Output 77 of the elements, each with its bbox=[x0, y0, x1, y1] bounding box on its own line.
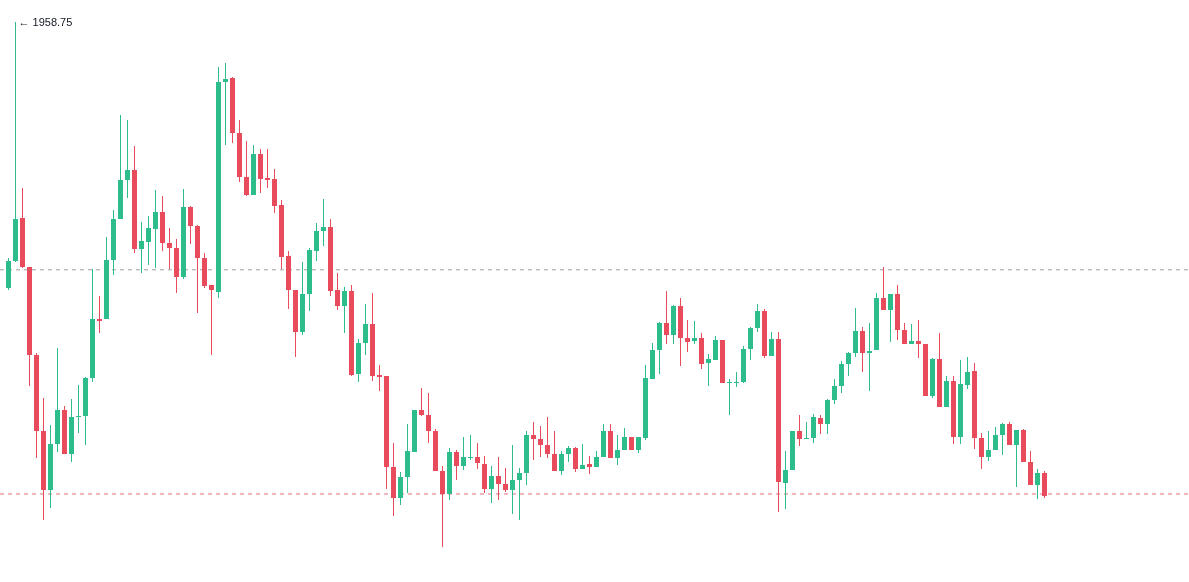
candlestick bbox=[860, 326, 865, 373]
candlestick bbox=[818, 414, 823, 435]
candlestick bbox=[223, 62, 228, 146]
candlestick bbox=[426, 392, 431, 444]
candlestick bbox=[993, 426, 998, 451]
candlestick bbox=[804, 421, 809, 440]
candlestick bbox=[265, 148, 270, 189]
candlestick bbox=[503, 467, 508, 493]
candlestick bbox=[531, 421, 536, 461]
candlestick bbox=[832, 378, 837, 405]
candlestick bbox=[510, 444, 515, 515]
candlestick bbox=[979, 432, 984, 470]
candlestick bbox=[517, 467, 522, 521]
candlestick bbox=[573, 446, 578, 473]
candlestick bbox=[398, 471, 403, 506]
candlestick bbox=[475, 442, 480, 470]
candlestick bbox=[867, 322, 872, 392]
candlestick bbox=[489, 465, 494, 504]
candlestick bbox=[188, 205, 193, 245]
candlestick bbox=[146, 215, 151, 266]
annotation: ← 1958.75 bbox=[18, 15, 73, 28]
candlestick bbox=[1014, 429, 1019, 488]
candlestick bbox=[727, 378, 732, 416]
candlestick bbox=[706, 353, 711, 387]
candlestick bbox=[734, 371, 739, 388]
candlestick bbox=[811, 413, 816, 444]
candlestick bbox=[440, 465, 445, 548]
candlestick bbox=[461, 436, 466, 471]
candlestick bbox=[888, 293, 893, 343]
candlestick bbox=[335, 272, 340, 311]
candlestick bbox=[622, 427, 627, 451]
candlestick bbox=[909, 323, 914, 345]
candlestick bbox=[692, 320, 697, 345]
candlestick bbox=[321, 198, 326, 247]
candlestick bbox=[76, 384, 81, 434]
candlestick bbox=[97, 295, 102, 334]
candlestick bbox=[664, 290, 669, 345]
candlestick bbox=[454, 449, 459, 481]
candlestick bbox=[1028, 450, 1033, 486]
candlestick bbox=[342, 286, 347, 334]
candlestick bbox=[881, 266, 886, 311]
candlestick bbox=[916, 319, 921, 359]
candlestick bbox=[685, 319, 690, 353]
candlestick bbox=[1042, 470, 1047, 499]
candlestick bbox=[139, 221, 144, 274]
candlestick bbox=[902, 322, 907, 345]
candlestick bbox=[769, 331, 774, 357]
candlestick bbox=[363, 303, 368, 356]
candlestick bbox=[244, 140, 249, 197]
candlestick bbox=[615, 434, 620, 466]
candlestick bbox=[496, 456, 501, 501]
candlestick bbox=[839, 360, 844, 394]
candlestick bbox=[755, 303, 760, 333]
candlestick bbox=[846, 351, 851, 377]
candlestick bbox=[825, 398, 830, 435]
candlestick bbox=[538, 425, 543, 458]
candlestick bbox=[559, 450, 564, 476]
candlestick bbox=[377, 364, 382, 392]
candlestick bbox=[419, 387, 424, 417]
candlestick bbox=[986, 430, 991, 462]
candlestick bbox=[748, 326, 753, 361]
candlestick bbox=[797, 414, 802, 447]
candlestick bbox=[853, 307, 858, 358]
candlestick bbox=[965, 356, 970, 390]
candlestick bbox=[468, 434, 473, 461]
candlestick bbox=[209, 284, 214, 356]
candlestick bbox=[552, 430, 557, 472]
candlestick bbox=[1035, 468, 1040, 500]
candlestick bbox=[1000, 422, 1005, 456]
candlestick bbox=[545, 416, 550, 459]
candlestick bbox=[580, 443, 585, 470]
candlestick bbox=[125, 119, 130, 199]
candlestick bbox=[314, 222, 319, 262]
candlestick bbox=[153, 189, 158, 269]
candlestick bbox=[713, 335, 718, 361]
candlestick bbox=[783, 450, 788, 510]
candlestick bbox=[167, 227, 172, 270]
